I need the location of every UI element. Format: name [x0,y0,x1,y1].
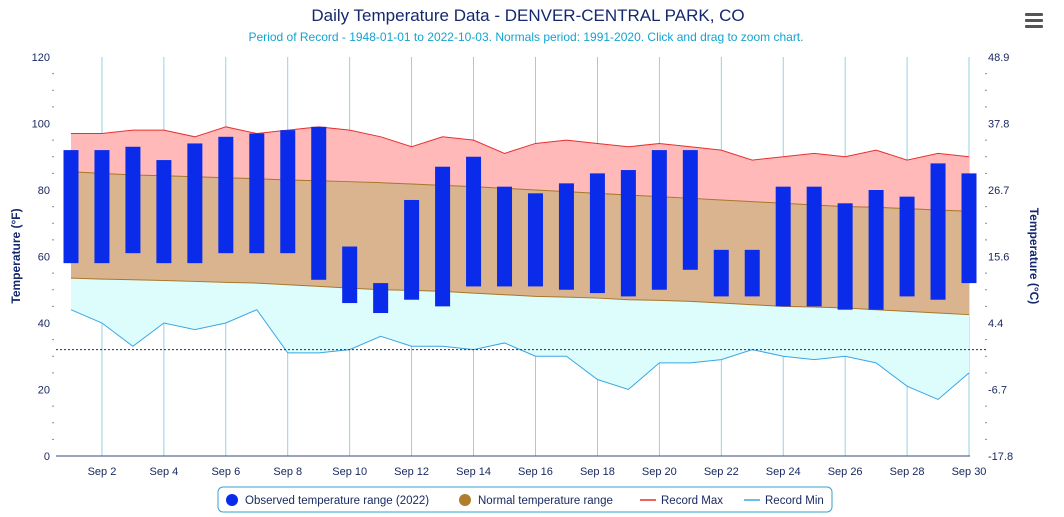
observed-bar [775,186,791,307]
observed-bar [94,150,110,264]
y-tick-label-left: 60 [38,252,50,264]
x-tick-label: Sep 28 [890,466,925,478]
y-tick-label-left: 80 [38,185,50,197]
legend-item-record-min[interactable]: Record Min [744,495,824,507]
record-min-area [71,278,969,400]
legend-item-record-max[interactable]: Record Max [640,495,723,507]
y-tick-label-left: 40 [38,318,50,330]
observed-bar [497,186,513,287]
observed-bar [837,203,853,310]
x-tick-label: Sep 10 [332,466,367,478]
observed-bar [249,133,265,254]
hamburger-menu-icon[interactable] [1025,13,1043,28]
legend-observed-label: Observed temperature range (2022) [245,495,429,507]
legend-normal-label: Normal temperature range [478,495,613,507]
observed-bar [125,146,141,254]
observed-bar [311,126,327,280]
observed-bar [868,190,884,310]
observed-bar [744,249,760,297]
observed-bar [651,150,667,290]
y-tick-label-right: 37.8 [988,119,1009,131]
legend-record-max-label: Record Max [661,495,723,507]
x-tick-label: Sep 6 [211,466,240,478]
y-tick-label-right: 48.9 [988,52,1009,64]
observed-bar [342,246,358,304]
x-tick-label: Sep 20 [642,466,677,478]
observed-bar [156,160,172,264]
x-tick-label: Sep 2 [88,466,117,478]
observed-bar [682,150,698,270]
x-tick-label: Sep 30 [952,466,987,478]
legend: Observed temperature range (2022) Normal… [217,486,833,513]
chart-subtitle: Period of Record - 1948-01-01 to 2022-10… [249,30,804,44]
legend-item-normal[interactable]: Normal temperature range [459,494,613,507]
record-max-area [71,126,969,212]
observed-bar [63,150,79,264]
legend-record-min-label: Record Min [765,495,824,507]
observed-bar [218,136,234,254]
normal-min-line [70,277,970,316]
observed-bar [961,173,977,284]
x-tick-label: Sep 24 [766,466,801,478]
observed-bar [806,186,822,307]
x-tick-label: Sep 18 [580,466,615,478]
y-tick-label-right: 15.6 [988,252,1009,264]
observed-bar [280,130,296,254]
x-tick-label: Sep 14 [456,466,491,478]
legend-item-observed[interactable]: Observed temperature range (2022) [226,494,429,507]
range-areas [71,126,969,400]
y-tick-label-right: 4.4 [988,318,1003,330]
x-tick-label: Sep 16 [518,466,553,478]
x-tick-label: Sep 8 [273,466,302,478]
y-axis-right-title: Temperature (°C) [1027,208,1041,305]
observed-bar [713,249,729,297]
chart-title: Daily Temperature Data - DENVER-CENTRAL … [311,6,744,25]
observed-bar [466,156,482,287]
observed-bar [527,193,543,287]
y-tick-label-left: 0 [44,451,50,463]
normal-range-area [71,171,969,315]
record-max-line [71,126,970,161]
y-tick-label-left: 100 [32,119,50,131]
y-tick-label-left: 120 [32,52,50,64]
y-tick-label-right: -17.8 [988,451,1013,463]
y-tick-label-right: -6.7 [988,385,1007,397]
observed-bar [558,183,574,290]
y-tick-label-right: 26.7 [988,185,1009,197]
observed-bars [63,126,977,314]
axes: Sep 2 Sep 4 Sep 6 Sep 8 Sep 10 Sep 12 Sep 14 Se… [32,52,1013,478]
observed-bar [899,196,915,297]
legend-observed-marker [226,494,238,506]
observed-bar [404,199,420,300]
legend-box [217,486,833,513]
observed-bar [589,173,605,294]
observed-bar [435,166,451,307]
x-tick-label: Sep 22 [704,466,739,478]
observed-bar [620,170,636,297]
y-axis-left-title: Temperature (°F) [9,208,23,303]
x-tick-label: Sep 4 [150,466,179,478]
y-tick-label-left: 20 [38,385,50,397]
observed-bar [187,143,203,264]
x-tick-label: Sep 12 [394,466,429,478]
observed-bar [930,163,946,300]
observed-bar [373,283,389,314]
x-tick-label: Sep 26 [828,466,863,478]
legend-normal-marker [459,494,471,506]
